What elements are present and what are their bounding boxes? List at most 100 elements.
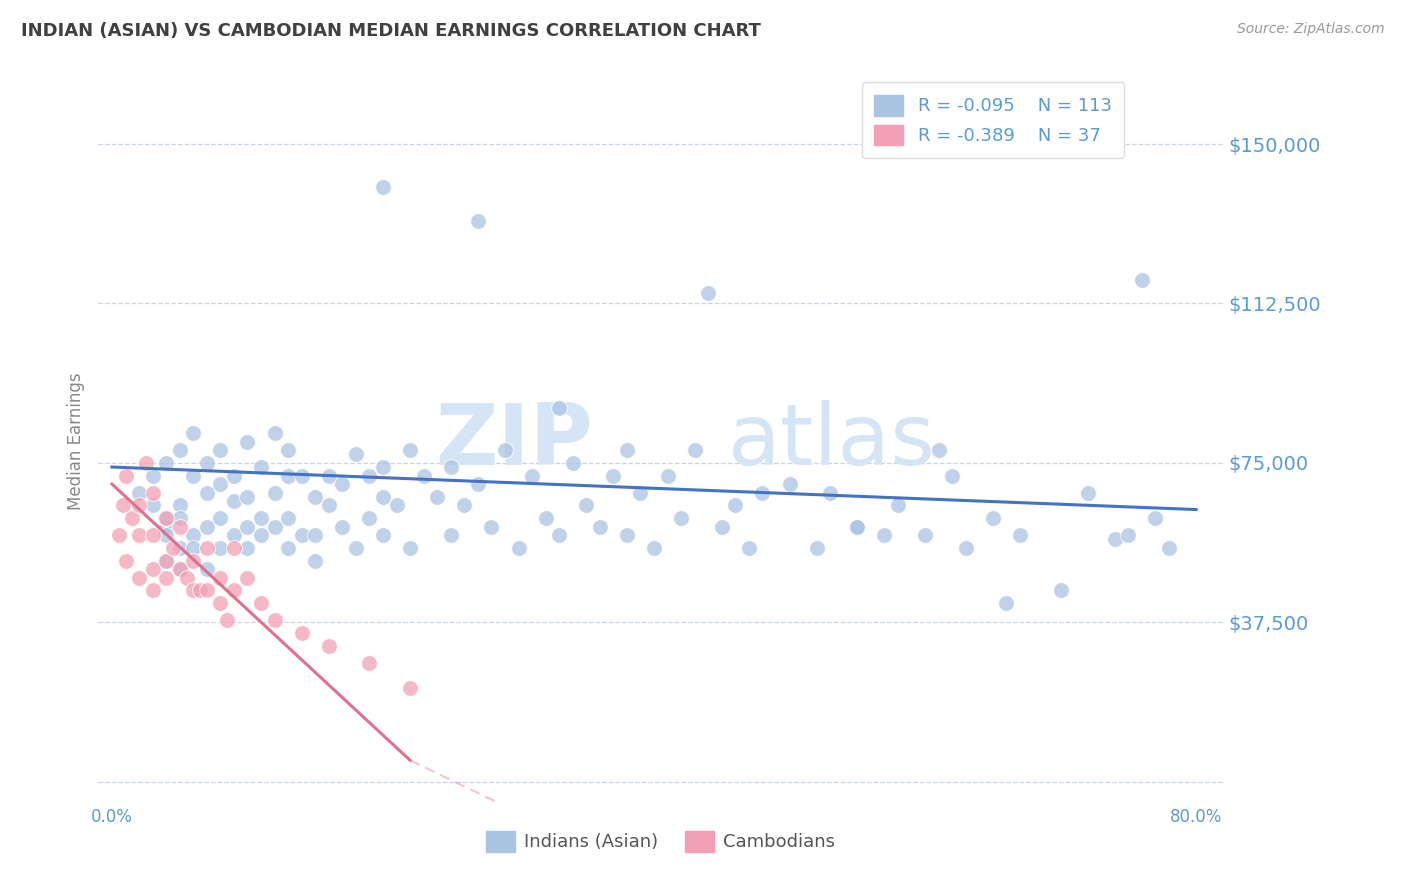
Point	[1049, 583, 1071, 598]
Point	[155, 528, 177, 542]
Point	[534, 511, 557, 525]
Point	[291, 625, 314, 640]
Point	[318, 468, 340, 483]
Point	[263, 613, 285, 627]
Point	[176, 570, 198, 584]
Point	[155, 519, 177, 533]
Point	[142, 583, 165, 598]
Point	[209, 443, 232, 458]
Point	[250, 596, 273, 610]
Point	[250, 528, 273, 542]
Point	[209, 477, 232, 491]
Point	[304, 553, 326, 567]
Point	[277, 468, 299, 483]
Point	[710, 519, 733, 533]
Point	[195, 541, 218, 555]
Point	[263, 485, 285, 500]
Point	[630, 485, 652, 500]
Point	[222, 528, 245, 542]
Point	[169, 443, 191, 458]
Point	[779, 477, 801, 491]
Point	[195, 562, 218, 576]
Point	[914, 528, 936, 542]
Point	[941, 468, 963, 483]
Point	[359, 511, 381, 525]
Point	[359, 468, 381, 483]
Point	[155, 511, 177, 525]
Point	[385, 498, 408, 512]
Point	[520, 468, 543, 483]
Point	[181, 541, 204, 555]
Point	[236, 519, 259, 533]
Point	[169, 562, 191, 576]
Point	[467, 213, 489, 227]
Point	[114, 553, 136, 567]
Text: atlas: atlas	[728, 400, 936, 483]
Point	[236, 570, 259, 584]
Point	[181, 425, 204, 440]
Point	[155, 570, 177, 584]
Point	[359, 656, 381, 670]
Point	[818, 485, 841, 500]
Point	[169, 541, 191, 555]
Point	[181, 528, 204, 542]
Point	[508, 541, 530, 555]
Point	[250, 511, 273, 525]
Point	[209, 511, 232, 525]
Point	[250, 460, 273, 475]
Point	[575, 498, 598, 512]
Point	[277, 541, 299, 555]
Point	[318, 639, 340, 653]
Point	[399, 541, 422, 555]
Text: ZIP: ZIP	[436, 400, 593, 483]
Point	[548, 528, 571, 542]
Point	[277, 443, 299, 458]
Point	[412, 468, 434, 483]
Point	[1008, 528, 1031, 542]
Point	[114, 468, 136, 483]
Point	[162, 541, 184, 555]
Point	[277, 511, 299, 525]
Point	[440, 460, 463, 475]
Point	[344, 447, 367, 461]
Point	[399, 681, 422, 695]
Point	[371, 179, 394, 194]
Point	[453, 498, 475, 512]
Point	[155, 511, 177, 525]
Point	[330, 519, 353, 533]
Point	[669, 511, 692, 525]
Point	[697, 285, 720, 300]
Point	[371, 460, 394, 475]
Point	[195, 519, 218, 533]
Point	[494, 443, 516, 458]
Point	[142, 528, 165, 542]
Point	[195, 456, 218, 470]
Point	[657, 468, 679, 483]
Point	[195, 485, 218, 500]
Point	[169, 562, 191, 576]
Point	[426, 490, 449, 504]
Point	[291, 528, 314, 542]
Point	[195, 583, 218, 598]
Point	[751, 485, 773, 500]
Point	[142, 485, 165, 500]
Point	[995, 596, 1018, 610]
Point	[467, 477, 489, 491]
Point	[128, 498, 150, 512]
Point	[1144, 511, 1167, 525]
Point	[236, 490, 259, 504]
Point	[209, 570, 232, 584]
Point	[304, 528, 326, 542]
Point	[128, 570, 150, 584]
Point	[217, 613, 239, 627]
Point	[371, 528, 394, 542]
Point	[236, 541, 259, 555]
Point	[169, 519, 191, 533]
Point	[155, 553, 177, 567]
Point	[222, 468, 245, 483]
Point	[481, 519, 503, 533]
Point	[263, 425, 285, 440]
Point	[304, 490, 326, 504]
Point	[111, 498, 134, 512]
Point	[155, 456, 177, 470]
